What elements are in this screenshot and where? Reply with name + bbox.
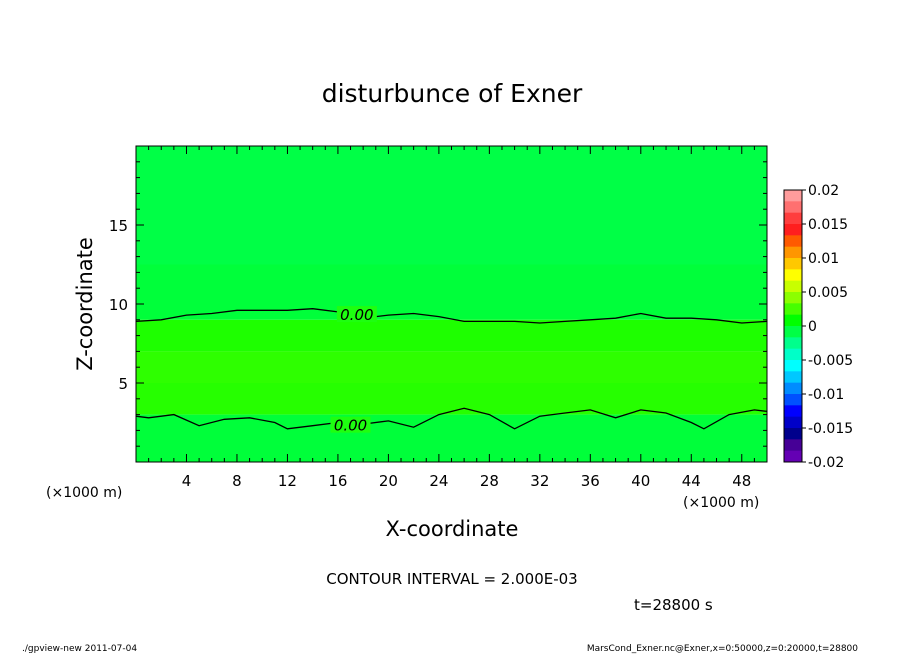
- x-tick-label: 40: [631, 472, 650, 490]
- colorbar-tick-label: 0.01: [808, 251, 839, 267]
- contour-band-5: [136, 414, 767, 462]
- contour-line-0: [135, 308, 768, 324]
- colorbar-swatch: [784, 371, 802, 384]
- contour-band-4: [136, 383, 767, 415]
- colorbar-swatch: [784, 416, 802, 429]
- colorbar-swatch: [784, 439, 802, 452]
- x-axis-label: X-coordinate: [386, 517, 519, 541]
- colorbar-swatch: [784, 246, 802, 259]
- colorbar-swatch: [784, 235, 802, 248]
- time-label: t=28800 s: [634, 596, 713, 614]
- colorbar-swatch: [784, 394, 802, 406]
- x-tick-label: 12: [278, 472, 297, 490]
- chart-title: disturbunce of Exner: [322, 79, 583, 108]
- x-tick-label: 44: [682, 472, 701, 490]
- colorbar-swatch: [784, 326, 802, 338]
- contour-label-1: 0.00: [334, 417, 367, 435]
- contour-interval: CONTOUR INTERVAL = 2.000E-03: [326, 570, 577, 588]
- colorbar-swatch: [784, 224, 802, 236]
- colorbar-swatch: [784, 201, 802, 214]
- colorbar-tick-label: 0.015: [808, 217, 848, 233]
- y-axis-label: Z-coordinate: [73, 237, 97, 371]
- x-tick-label: 8: [232, 472, 242, 490]
- colorbar-swatch: [784, 314, 802, 327]
- colorbar-swatch: [784, 348, 802, 361]
- colorbar-swatch: [784, 303, 802, 316]
- contour-line-1: [135, 407, 768, 430]
- x-unit-right: (×1000 m): [683, 495, 759, 511]
- colorbar-swatch: [784, 190, 802, 202]
- y-tick-label: 5: [118, 375, 128, 393]
- contour-band-2: [136, 319, 767, 352]
- colorbar-swatch: [784, 360, 802, 372]
- colorbar-swatch: [784, 337, 802, 350]
- x-tick-label: 32: [530, 472, 549, 490]
- footer-right: MarsCond_Exner.nc@Exner,x=0:50000,z=0:20…: [587, 644, 858, 654]
- y-tick-label: 15: [109, 217, 128, 235]
- x-unit-left: (×1000 m): [46, 485, 122, 501]
- colorbar-tick-label: -0.01: [808, 387, 844, 403]
- colorbar-tick-label: -0.015: [808, 421, 853, 437]
- x-tick-label: 20: [379, 472, 398, 490]
- x-tick-label: 16: [328, 472, 347, 490]
- contour-label-0: 0.00: [340, 306, 373, 324]
- contour-band-3: [136, 351, 767, 383]
- contour-band-0: [136, 146, 767, 265]
- x-tick-label: 4: [182, 472, 192, 490]
- colorbar-swatch: [784, 405, 802, 418]
- colorbar-swatch: [784, 450, 802, 463]
- colorbar: 0.02 0.015 0.01 0.005 0 -0.005 -0.01 -0.015 -0.0…: [783, 183, 853, 471]
- colorbar-tick-label: 0.005: [808, 285, 848, 301]
- colorbar-tick-label: -0.02: [808, 455, 844, 471]
- colorbar-swatch: [784, 280, 802, 293]
- footer-left: ./gpview-new 2011-07-04: [22, 644, 137, 654]
- colorbar-swatch: [784, 292, 802, 304]
- colorbar-swatch: [784, 382, 802, 395]
- colorbar-tick-label: -0.005: [808, 353, 853, 369]
- colorbar-swatch: [784, 258, 802, 270]
- contour-fill: [136, 146, 767, 462]
- colorbar-tick-label: 0: [808, 319, 817, 335]
- contour-label-bg-1: [330, 416, 371, 433]
- y-tick-label: 10: [109, 296, 128, 314]
- contour-label-bg-0: [336, 306, 377, 323]
- x-tick-label: 24: [429, 472, 448, 490]
- x-tick-label: 48: [732, 472, 751, 490]
- x-tick-label: 28: [480, 472, 499, 490]
- colorbar-tick-label: 0.02: [808, 183, 839, 199]
- colorbar-swatch: [784, 212, 802, 225]
- x-tick-label: 36: [581, 472, 600, 490]
- contour-lines: 0.00 0.00: [135, 306, 768, 435]
- colorbar-swatch: [784, 269, 802, 282]
- colorbar-swatch: [784, 428, 802, 440]
